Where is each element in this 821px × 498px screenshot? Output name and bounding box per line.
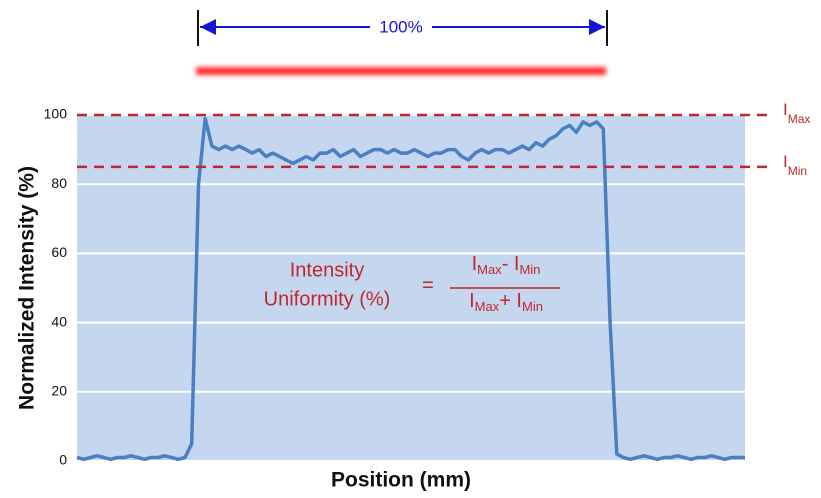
term: + I [499, 290, 522, 312]
term: I [472, 253, 478, 275]
y-tick-label: 40 [51, 313, 67, 329]
term: I [783, 100, 788, 119]
y-tick-label: 80 [51, 175, 67, 191]
subscript: Min [519, 262, 540, 277]
term: I [783, 152, 788, 171]
reference-label: IMin [783, 152, 807, 178]
span-label: 100% [379, 17, 422, 36]
beam-image [196, 67, 606, 75]
term: I [469, 290, 475, 312]
term: - I [502, 253, 520, 275]
plot-background [77, 115, 745, 461]
y-tick-label: 20 [51, 383, 67, 399]
formula-equals: = [422, 274, 434, 296]
y-tick-label: 60 [51, 244, 67, 260]
y-axis-label: Normalized Intensity (%) [16, 166, 39, 410]
span-label-bg [370, 17, 432, 37]
formula-term: IMax- IMin [472, 253, 541, 277]
formula-left: Intensity [290, 259, 364, 281]
formula-left: Uniformity (%) [264, 288, 391, 310]
subscript: Max [475, 299, 500, 314]
subscript: Min [522, 299, 543, 314]
subscript: Min [788, 164, 807, 178]
reference-label: IMax [783, 100, 810, 126]
formula-term: IMax+ IMin [469, 290, 543, 314]
x-axis-label: Position (mm) [331, 469, 471, 492]
y-tick-label: 100 [44, 106, 68, 122]
subscript: Max [477, 262, 502, 277]
y-tick-label: 0 [59, 452, 67, 468]
data-line [76, 116, 745, 462]
subscript: Max [788, 112, 811, 126]
